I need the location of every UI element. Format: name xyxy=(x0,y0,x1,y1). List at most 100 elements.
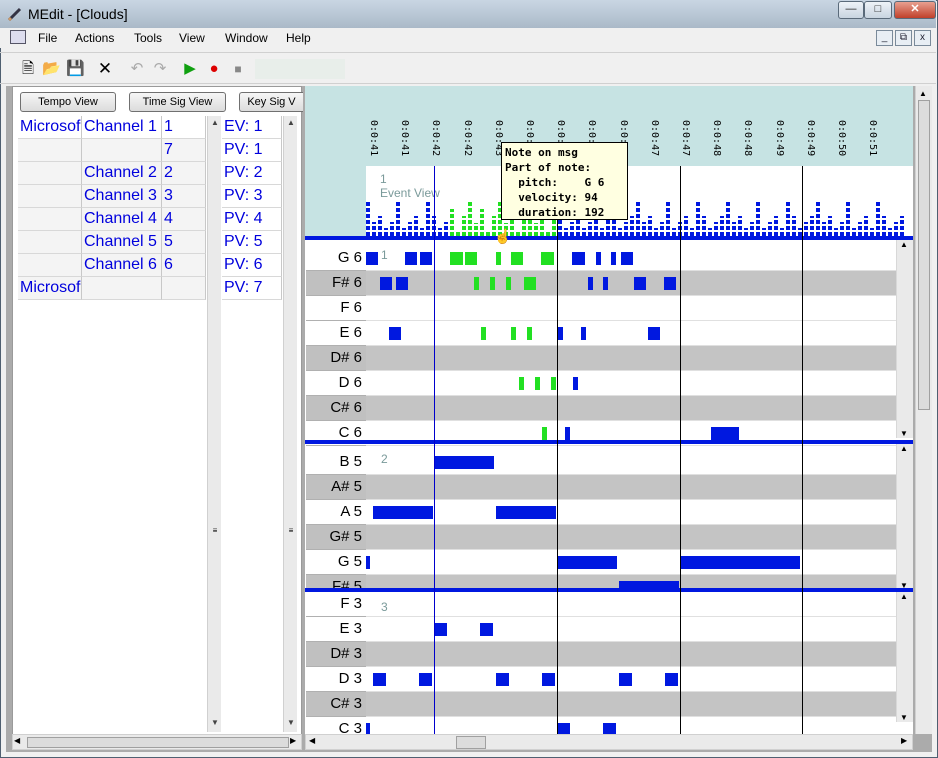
view-item[interactable]: PV: 3 xyxy=(222,185,282,208)
pitch-lane[interactable] xyxy=(366,321,896,346)
note-block[interactable] xyxy=(573,377,578,390)
open-icon[interactable]: 📂 xyxy=(42,60,61,77)
pitch-lane[interactable] xyxy=(366,667,896,692)
pane-scrollbar[interactable]: ▲ ▼ xyxy=(896,592,913,722)
pane-scrollbar[interactable]: ▲ ▼ xyxy=(896,240,913,438)
note-block[interactable] xyxy=(373,506,433,519)
pitch-lane[interactable] xyxy=(366,500,896,525)
note-block[interactable] xyxy=(619,673,632,686)
note-block[interactable] xyxy=(366,723,370,736)
new-icon[interactable]: 🗎 xyxy=(21,60,35,77)
note-block[interactable] xyxy=(557,556,617,569)
view-item[interactable]: PV: 4 xyxy=(222,208,282,231)
note-block[interactable] xyxy=(506,277,511,290)
note-block[interactable] xyxy=(474,277,479,290)
note-block[interactable] xyxy=(366,252,378,265)
scroll-left-icon[interactable]: ◀ xyxy=(309,736,316,745)
track-row[interactable]: 7 xyxy=(18,139,208,162)
pitch-lane[interactable] xyxy=(366,692,896,717)
menu-tools[interactable]: Tools xyxy=(134,31,163,45)
pane-separator[interactable] xyxy=(305,236,913,240)
view-list-scrollbar[interactable]: ▲ ≡ ▼ xyxy=(283,116,297,732)
note-block[interactable] xyxy=(588,277,593,290)
document-icon[interactable] xyxy=(10,30,26,44)
note-block[interactable] xyxy=(419,673,432,686)
note-block[interactable] xyxy=(596,252,601,265)
pane-separator[interactable] xyxy=(305,588,913,592)
note-block[interactable] xyxy=(434,456,494,469)
scroll-thumb[interactable] xyxy=(27,737,289,748)
pitch-lane[interactable] xyxy=(366,617,896,642)
menu-help[interactable]: Help xyxy=(286,31,311,45)
note-block[interactable] xyxy=(611,252,616,265)
scroll-up-icon[interactable]: ▲ xyxy=(211,118,219,127)
menu-window[interactable]: Window xyxy=(225,31,268,45)
note-block[interactable] xyxy=(480,623,493,636)
menu-view[interactable]: View xyxy=(179,31,205,45)
note-block[interactable] xyxy=(373,673,386,686)
pitch-lane[interactable] xyxy=(366,450,896,475)
pitch-lane[interactable] xyxy=(366,346,896,371)
note-block[interactable] xyxy=(634,277,646,290)
note-block[interactable] xyxy=(711,427,739,440)
menu-file[interactable]: File xyxy=(38,31,58,45)
pitch-lane[interactable] xyxy=(366,271,896,296)
note-block[interactable] xyxy=(665,673,678,686)
play-icon[interactable]: ▶ xyxy=(184,60,196,77)
note-block[interactable] xyxy=(405,252,417,265)
undo-icon[interactable]: ↶ xyxy=(130,60,144,77)
view-item[interactable]: PV: 2 xyxy=(222,162,282,185)
note-block[interactable] xyxy=(664,277,676,290)
note-block[interactable] xyxy=(572,252,585,265)
redo-icon[interactable]: ↷ xyxy=(153,60,167,77)
view-item[interactable]: EV: 1 xyxy=(222,116,282,139)
scroll-up-icon[interactable]: ▲ xyxy=(900,444,908,453)
view-item[interactable]: PV: 7 xyxy=(222,277,282,300)
scroll-up-icon[interactable]: ▲ xyxy=(900,240,908,249)
timesig-view-button[interactable]: Time Sig View xyxy=(129,92,226,112)
note-block[interactable] xyxy=(527,327,532,340)
scroll-down-icon[interactable]: ▼ xyxy=(900,581,908,590)
note-block[interactable] xyxy=(519,377,524,390)
scroll-up-icon[interactable]: ▲ xyxy=(919,89,927,98)
mdi-minimize-button[interactable]: _ xyxy=(876,30,893,46)
note-block[interactable] xyxy=(542,427,547,440)
note-block[interactable] xyxy=(558,327,563,340)
delete-icon[interactable]: ✕ xyxy=(97,59,113,78)
close-button[interactable]: ✕ xyxy=(894,1,936,19)
note-block[interactable] xyxy=(541,252,554,265)
pane-separator[interactable] xyxy=(305,440,913,444)
pitch-lane[interactable] xyxy=(366,246,896,271)
pane-scrollbar[interactable]: ▲ ▼ xyxy=(896,444,913,590)
note-block[interactable] xyxy=(420,252,432,265)
outer-vscrollbar[interactable]: ▲ xyxy=(915,86,932,734)
note-block[interactable] xyxy=(496,673,509,686)
pitch-lane[interactable] xyxy=(366,396,896,421)
note-block[interactable] xyxy=(490,277,495,290)
note-block[interactable] xyxy=(481,327,486,340)
keysig-view-button[interactable]: Key Sig V xyxy=(239,92,303,112)
scroll-thumb[interactable] xyxy=(918,100,930,410)
note-block[interactable] xyxy=(603,723,616,736)
note-block[interactable] xyxy=(511,327,516,340)
note-block[interactable] xyxy=(380,277,392,290)
track-table-scrollbar[interactable]: ▲ ≡ ▼ xyxy=(207,116,221,732)
view-item[interactable]: PV: 5 xyxy=(222,231,282,254)
view-item[interactable]: PV: 6 xyxy=(222,254,282,277)
scroll-left-icon[interactable]: ◀ xyxy=(14,736,21,745)
track-row[interactable]: Microsof xyxy=(18,277,208,300)
note-block[interactable] xyxy=(581,327,586,340)
scroll-up-icon[interactable]: ▲ xyxy=(287,118,295,127)
note-block[interactable] xyxy=(511,252,523,265)
note-block[interactable] xyxy=(396,277,408,290)
scroll-up-icon[interactable]: ▲ xyxy=(900,592,908,601)
note-block[interactable] xyxy=(434,623,447,636)
pitch-lane[interactable] xyxy=(366,296,896,321)
note-block[interactable] xyxy=(524,277,536,290)
pitch-lane[interactable] xyxy=(366,550,896,575)
scroll-grip-icon[interactable]: ≡ xyxy=(212,526,218,535)
